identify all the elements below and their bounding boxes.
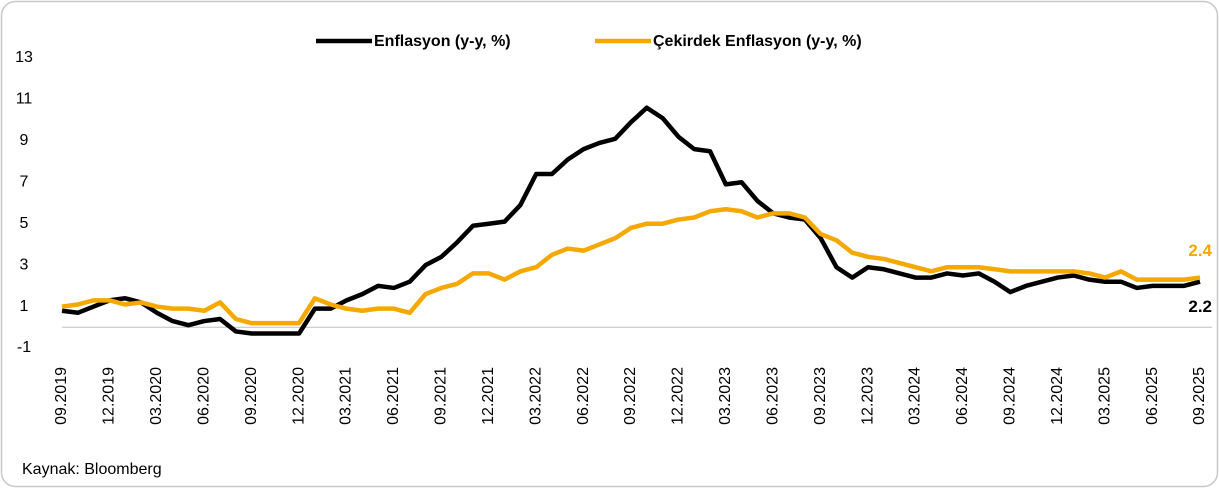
x-tick-label: 03.2020 xyxy=(148,367,165,425)
y-tick-label: 7 xyxy=(20,174,29,191)
source: Kaynak: Bloomberg xyxy=(22,461,162,478)
series-line xyxy=(61,206,1201,326)
y-tick-label: 5 xyxy=(20,215,29,232)
x-tick-label: 06.2022 xyxy=(575,367,592,425)
x-tick-label: 06.2025 xyxy=(1144,367,1161,425)
x-tick-label: 03.2021 xyxy=(338,367,355,425)
y-tick-label: 1 xyxy=(20,298,29,315)
x-tick-label: 06.2020 xyxy=(195,367,212,425)
end-label: 2.2 xyxy=(1188,297,1212,316)
x-tick-label: 12.2020 xyxy=(290,367,307,425)
y-tick-label: 13 xyxy=(15,49,33,66)
x-tick-label: 06.2023 xyxy=(764,367,781,425)
x-tick-label: 09.2021 xyxy=(433,367,450,425)
y-tick-label: 9 xyxy=(20,132,29,149)
x-tick-label: 12.2023 xyxy=(859,367,876,425)
x-tick-label: 09.2019 xyxy=(53,367,70,425)
x-tick-label: 03.2022 xyxy=(527,367,544,425)
x-tick-label: 12.2021 xyxy=(480,367,497,425)
legend-label: Çekirdek Enflasyon (y-y, %) xyxy=(653,33,862,50)
x-tick-label: 12.2019 xyxy=(101,367,118,425)
x-tick-label: 12.2024 xyxy=(1049,367,1066,425)
x-tick-label: 09.2025 xyxy=(1191,367,1208,425)
x-tick-label: 09.2022 xyxy=(622,367,639,425)
x-tick-label: 12.2022 xyxy=(670,367,687,425)
x-tick-label: 03.2025 xyxy=(1096,367,1113,425)
legend-label: Enflasyon (y-y, %) xyxy=(374,33,511,50)
x-tick-label: 03.2023 xyxy=(717,367,734,425)
series-line xyxy=(61,105,1201,336)
x-tick-label: 09.2020 xyxy=(243,367,260,425)
y-tick-label: -1 xyxy=(17,339,31,356)
x-tick-label: 06.2024 xyxy=(954,367,971,425)
x-tick-label: 06.2021 xyxy=(385,367,402,425)
x-tick-label: 09.2023 xyxy=(812,367,829,425)
y-tick-label: 3 xyxy=(20,256,29,273)
end-label: 2.4 xyxy=(1188,241,1212,260)
y-tick-label: 11 xyxy=(16,91,33,108)
x-tick-label: 03.2024 xyxy=(907,367,924,425)
x-tick-label: 09.2024 xyxy=(1002,367,1019,425)
